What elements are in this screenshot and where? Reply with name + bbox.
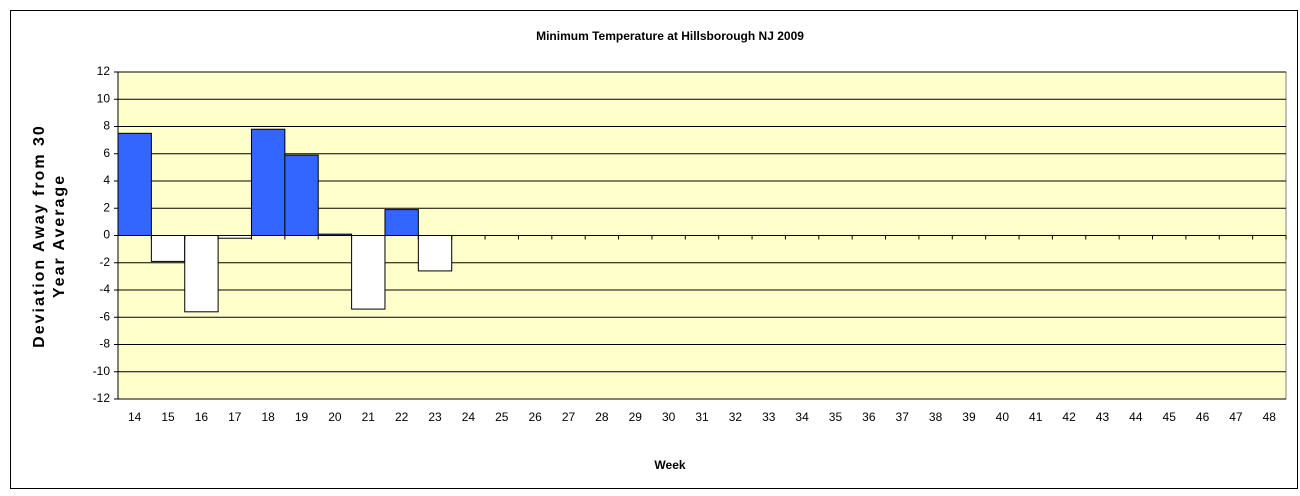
x-tick-label: 29 [629, 410, 643, 424]
x-tick-label: 38 [929, 410, 943, 424]
y-tick-label: 2 [103, 200, 110, 214]
x-tick-label: 15 [161, 410, 175, 424]
y-tick-label: 12 [97, 64, 111, 78]
y-tick-label: 0 [103, 228, 110, 242]
x-tick-label: 22 [395, 410, 409, 424]
y-tick-label: -2 [99, 255, 110, 269]
x-tick-label: 40 [996, 410, 1010, 424]
x-tick-label: 45 [1163, 410, 1177, 424]
bar [117, 132, 152, 236]
x-tick-label: 43 [1096, 410, 1110, 424]
y-tick-label: -10 [93, 364, 111, 378]
x-tick-label: 21 [362, 410, 376, 424]
x-tick-label: 28 [595, 410, 609, 424]
x-tick-label: 48 [1263, 410, 1277, 424]
y-tick-label: -8 [99, 337, 110, 351]
y-tick-label: 10 [97, 91, 111, 105]
bar [184, 235, 219, 313]
x-tick-label: 33 [762, 410, 776, 424]
bar [250, 128, 286, 237]
x-tick-label: 26 [528, 410, 542, 424]
y-tick-label: 8 [103, 119, 110, 133]
chart-title: Minimum Temperature at Hillsborough NJ 2… [536, 29, 804, 43]
y-axis-label-line: Deviation Away from 30 [31, 124, 48, 348]
x-tick-label: 46 [1196, 410, 1210, 424]
x-tick-label: 14 [128, 410, 142, 424]
x-tick-label: 16 [195, 410, 209, 424]
x-axis-label: Week [654, 458, 685, 472]
y-tick-label: 6 [103, 146, 110, 160]
y-axis-label: Deviation Away from 30 Year Average [31, 124, 68, 348]
x-tick-label: 41 [1029, 410, 1043, 424]
x-tick-label: 34 [795, 410, 809, 424]
x-tick-label: 31 [695, 410, 709, 424]
x-tick-label: 23 [428, 410, 442, 424]
x-tick-label: 47 [1229, 410, 1243, 424]
bar [150, 235, 186, 262]
y-tick-label: -4 [99, 282, 110, 296]
x-tick-label: 30 [662, 410, 676, 424]
y-tick-label: -12 [93, 391, 111, 405]
x-tick-label: 44 [1129, 410, 1143, 424]
x-tick-label: 27 [562, 410, 576, 424]
bar [351, 235, 386, 310]
x-tick-label: 24 [462, 410, 476, 424]
x-tick-label: 32 [729, 410, 743, 424]
y-tick-label: 4 [103, 173, 110, 187]
x-tick-label: 20 [328, 410, 342, 424]
x-tick-label: 25 [495, 410, 509, 424]
x-tick-label: 42 [1062, 410, 1076, 424]
x-tick-label: 35 [829, 410, 843, 424]
x-tick-label: 18 [261, 410, 275, 424]
bar [417, 235, 453, 272]
bar [384, 209, 419, 237]
x-tick-label: 19 [295, 410, 309, 424]
x-tick-label: 37 [896, 410, 910, 424]
bar [284, 154, 319, 236]
y-axis-label-line: Year Average [51, 174, 68, 298]
x-tick-label: 17 [228, 410, 242, 424]
x-tick-label: 39 [962, 410, 976, 424]
x-tick-label: 36 [862, 410, 876, 424]
y-tick-label: -6 [99, 309, 110, 323]
